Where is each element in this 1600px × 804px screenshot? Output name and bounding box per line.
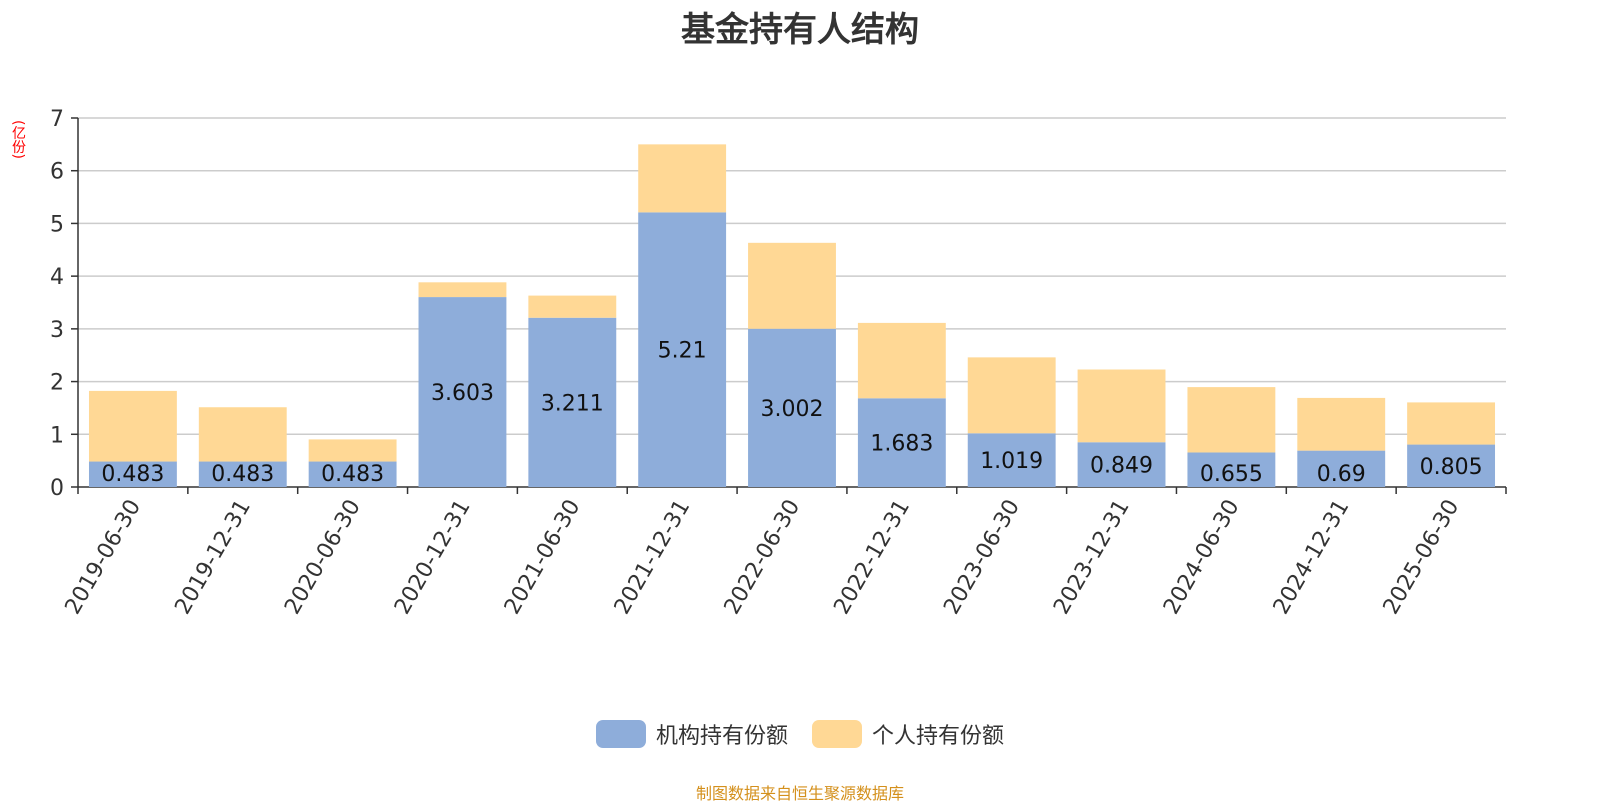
x-tick-label: 2019-06-30: [61, 496, 147, 619]
y-tick-label: 1: [50, 423, 64, 448]
data-label-institutional: 0.69: [1317, 462, 1366, 487]
bar-institutional-2024-12-31: [1297, 450, 1386, 487]
bar-individual-2025-06-30: [1407, 402, 1496, 445]
bar-individual-2021-12-31: [638, 144, 727, 213]
legend-label-individual: 个人持有份额: [872, 724, 1005, 749]
legend: 机构持有份额 个人持有份额: [0, 718, 1600, 750]
bar-individual-2024-12-31: [1297, 397, 1386, 451]
data-label-institutional: 0.655: [1200, 462, 1263, 487]
legend-swatch-individual: [812, 720, 862, 748]
bar-institutional-2022-12-31: [857, 398, 946, 487]
bar-individual-2023-06-30: [967, 357, 1056, 434]
bar-institutional-2022-06-30: [748, 328, 836, 487]
y-tick-label: 2: [50, 371, 64, 396]
data-label-institutional: 3.603: [431, 381, 494, 406]
y-tick-label: 7: [50, 107, 64, 132]
legend-item-individual[interactable]: 个人持有份额: [812, 718, 1004, 750]
legend-item-institutional[interactable]: 机构持有份额: [595, 718, 788, 750]
bar-institutional-2023-06-30: [967, 433, 1056, 487]
y-tick-label: 4: [50, 265, 64, 290]
data-label-institutional: 5.21: [658, 339, 707, 364]
bar-individual-2021-06-30: [528, 295, 617, 318]
x-tick-label: 2023-06-30: [939, 496, 1025, 619]
x-tick-label: 2019-12-31: [170, 496, 256, 619]
bar-individual-2023-12-31: [1077, 369, 1166, 443]
x-tick-label: 2024-06-30: [1159, 496, 1245, 619]
bar-individual-2020-06-30: [308, 439, 397, 462]
y-tick-label: 0: [50, 476, 64, 501]
legend-label-institutional: 机构持有份额: [655, 724, 788, 749]
bar-individual-2022-12-31: [857, 322, 946, 399]
data-label-institutional: 0.483: [321, 462, 384, 487]
data-label-institutional: 1.683: [870, 432, 933, 457]
x-tick-label: 2023-12-31: [1049, 496, 1135, 619]
x-tick-label: 2020-06-30: [280, 496, 366, 619]
data-label-institutional: 0.849: [1090, 454, 1153, 479]
y-tick-label: 6: [50, 160, 64, 185]
legend-swatch-institutional: [595, 720, 646, 748]
data-label-institutional: 0.483: [211, 462, 274, 487]
data-label-institutional: 0.805: [1420, 455, 1483, 480]
y-tick-label: 5: [50, 212, 64, 237]
bar-institutional-2023-12-31: [1077, 442, 1166, 487]
chart-title: 基金持有人结构: [681, 10, 919, 50]
bar-institutional-2021-12-31: [638, 212, 727, 487]
bar-institutional-2025-06-30: [1407, 444, 1496, 487]
bar-individual-2022-06-30: [748, 242, 836, 329]
x-tick-label: 2025-06-30: [1379, 496, 1465, 619]
x-tick-label: 2022-06-30: [720, 496, 806, 619]
y-tick-label: 3: [50, 318, 64, 343]
x-tick-label: 2024-12-31: [1269, 496, 1355, 619]
data-label-institutional: 3.211: [541, 391, 604, 416]
data-label-institutional: 3.002: [761, 397, 824, 422]
data-source-note: 制图数据来自恒生聚源数据库: [695, 784, 904, 803]
bar-institutional-2020-06-30: [308, 461, 397, 487]
x-tick-label: 2022-12-31: [829, 496, 915, 619]
bar-institutional-2019-06-30: [88, 461, 177, 487]
x-tick-label: 2020-12-31: [390, 496, 476, 619]
bar-chart: 012345670.4832019-06-300.4832019-12-310.…: [50, 107, 1507, 619]
bar-individual-2019-06-30: [88, 390, 177, 462]
bar-institutional-2019-12-31: [198, 461, 287, 487]
x-tick-label: 2021-06-30: [500, 496, 586, 619]
bar-individual-2024-06-30: [1187, 387, 1276, 453]
x-tick-label: 2021-12-31: [610, 496, 696, 619]
data-label-institutional: 0.483: [101, 462, 164, 487]
bar-institutional-2020-12-31: [418, 297, 507, 487]
bar-individual-2020-12-31: [418, 282, 507, 298]
bar-individual-2019-12-31: [198, 407, 287, 462]
y-axis-unit: (亿份): [10, 120, 26, 159]
bar-institutional-2021-06-30: [528, 317, 617, 487]
bar-institutional-2024-06-30: [1187, 452, 1276, 487]
data-label-institutional: 1.019: [980, 449, 1043, 474]
